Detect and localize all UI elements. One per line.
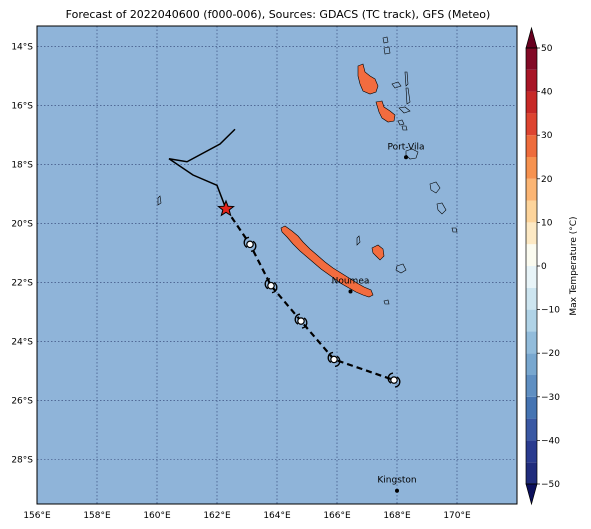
city-markers: Port-Vila Noumea Kingston (332, 142, 425, 493)
cyclone-symbol-icon (294, 313, 308, 329)
mare-island (395, 263, 407, 274)
colorbar-tick-label: −20 (541, 349, 560, 359)
longitude-tick-labels: 156°E 158°E 160°E 162°E 164°E 166°E 168°E 170°E (23, 511, 471, 521)
past-track-line (168, 128, 236, 210)
lon-tick-label: 168°E (383, 511, 411, 521)
colorbar-band (526, 69, 537, 92)
lat-tick-label: 20°S (11, 220, 33, 230)
lat-tick-label: 26°S (11, 397, 33, 407)
map-frame (36, 25, 518, 505)
city-dot (395, 488, 399, 493)
lifou-island (371, 244, 385, 261)
city-dot (404, 155, 408, 160)
colorbar-band (526, 91, 537, 114)
shepherd-islands (401, 125, 408, 131)
land-masses (157, 36, 458, 305)
colorbar-band (526, 418, 537, 441)
colorbar-band (526, 200, 537, 223)
city-label: Kingston (377, 476, 416, 486)
colorbar: 50 40 30 20 10 0 −10 −20 −30 −40 −50 Max Temperatur… (525, 26, 579, 506)
colorbar-tick-label: 40 (541, 88, 553, 98)
colorbar-band (526, 48, 537, 70)
lon-tick-label: 162°E (203, 511, 231, 521)
lat-tick-label: 14°S (11, 43, 33, 53)
lon-tick-label: 164°E (263, 511, 291, 521)
new-caledonia-island (280, 225, 374, 298)
colorbar-band (526, 396, 537, 419)
map-content: Port-Vila Noumea Kingston (37, 26, 517, 504)
efate-island (405, 148, 419, 160)
cyclone-symbol-icon (387, 372, 401, 388)
lon-tick-label: 170°E (443, 511, 471, 521)
colorbar-tick-label: −50 (541, 480, 560, 490)
colorbar-tick-label: 10 (541, 218, 553, 228)
lat-tick-label: 18°S (11, 161, 33, 171)
torres-islands (382, 36, 389, 44)
colorbar-band (526, 462, 537, 484)
colorbar-band (526, 244, 537, 266)
city-label: Noumea (332, 277, 370, 287)
colorbar-band (526, 157, 537, 179)
colorbar-tick-label: 0 (541, 262, 547, 272)
graticule (37, 26, 517, 504)
colorbar-band (526, 309, 537, 332)
colorbar-tick-label: 50 (541, 44, 553, 54)
city-label: Port-Vila (387, 142, 424, 152)
colorbar-band (526, 266, 537, 288)
cyclone-symbol-icon (327, 351, 341, 368)
lon-tick-label: 160°E (143, 511, 171, 521)
colorbar-band (526, 353, 537, 375)
colorbar-tick-label: −40 (541, 436, 560, 446)
colorbar-band (526, 222, 537, 245)
banks-islands (383, 46, 391, 55)
colorbar-band (526, 135, 537, 157)
maewo-island (404, 71, 409, 87)
colorbar-label: Max Temperature (°C) (569, 216, 579, 315)
cyclone-symbol-icon (264, 277, 278, 294)
ambae-island (391, 81, 402, 89)
malakula-island (375, 100, 396, 123)
lon-tick-label: 156°E (23, 511, 51, 521)
colorbar-tick-label: 30 (541, 131, 553, 141)
colorbar-tick-label: −10 (541, 306, 560, 316)
ouvea-island (356, 235, 361, 246)
espiritu-santo-island (357, 63, 379, 95)
lat-tick-label: 16°S (11, 102, 33, 112)
pentecost-island (405, 87, 411, 105)
erromango-island (429, 181, 441, 194)
lon-tick-label: 166°E (323, 511, 351, 521)
lat-tick-label: 28°S (11, 456, 33, 466)
isle-of-pines (383, 299, 390, 305)
ambrym-island (398, 106, 411, 114)
colorbar-band (526, 287, 537, 310)
cyclone-track (168, 128, 401, 388)
cyclone-symbol-icon (243, 236, 257, 253)
map-title: Forecast of 2022040600 (f000-006), Sourc… (65, 8, 491, 21)
colorbar-tick-label: −30 (541, 393, 560, 403)
epi-island (397, 119, 405, 126)
tanna-island (436, 202, 447, 215)
current-position-star-icon (217, 199, 235, 217)
chesterfield-reef (157, 195, 162, 206)
city-dot (348, 289, 353, 294)
colorbar-band (526, 440, 537, 463)
colorbar-band (526, 331, 537, 354)
colorbar-band (526, 113, 537, 136)
latitude-tick-labels: 14°S 16°S 18°S 20°S 22°S 24°S 26°S 28°S (11, 43, 33, 466)
lat-tick-label: 22°S (11, 279, 33, 289)
lat-tick-label: 24°S (11, 338, 33, 348)
lon-tick-label: 158°E (83, 511, 111, 521)
aneityum-island (451, 227, 458, 233)
colorbar-tick-label: 20 (541, 175, 553, 185)
colorbar-extend-high (525, 26, 538, 49)
colorbar-band (526, 375, 537, 397)
colorbar-band (526, 178, 537, 201)
colorbar-extend-low (525, 483, 538, 506)
